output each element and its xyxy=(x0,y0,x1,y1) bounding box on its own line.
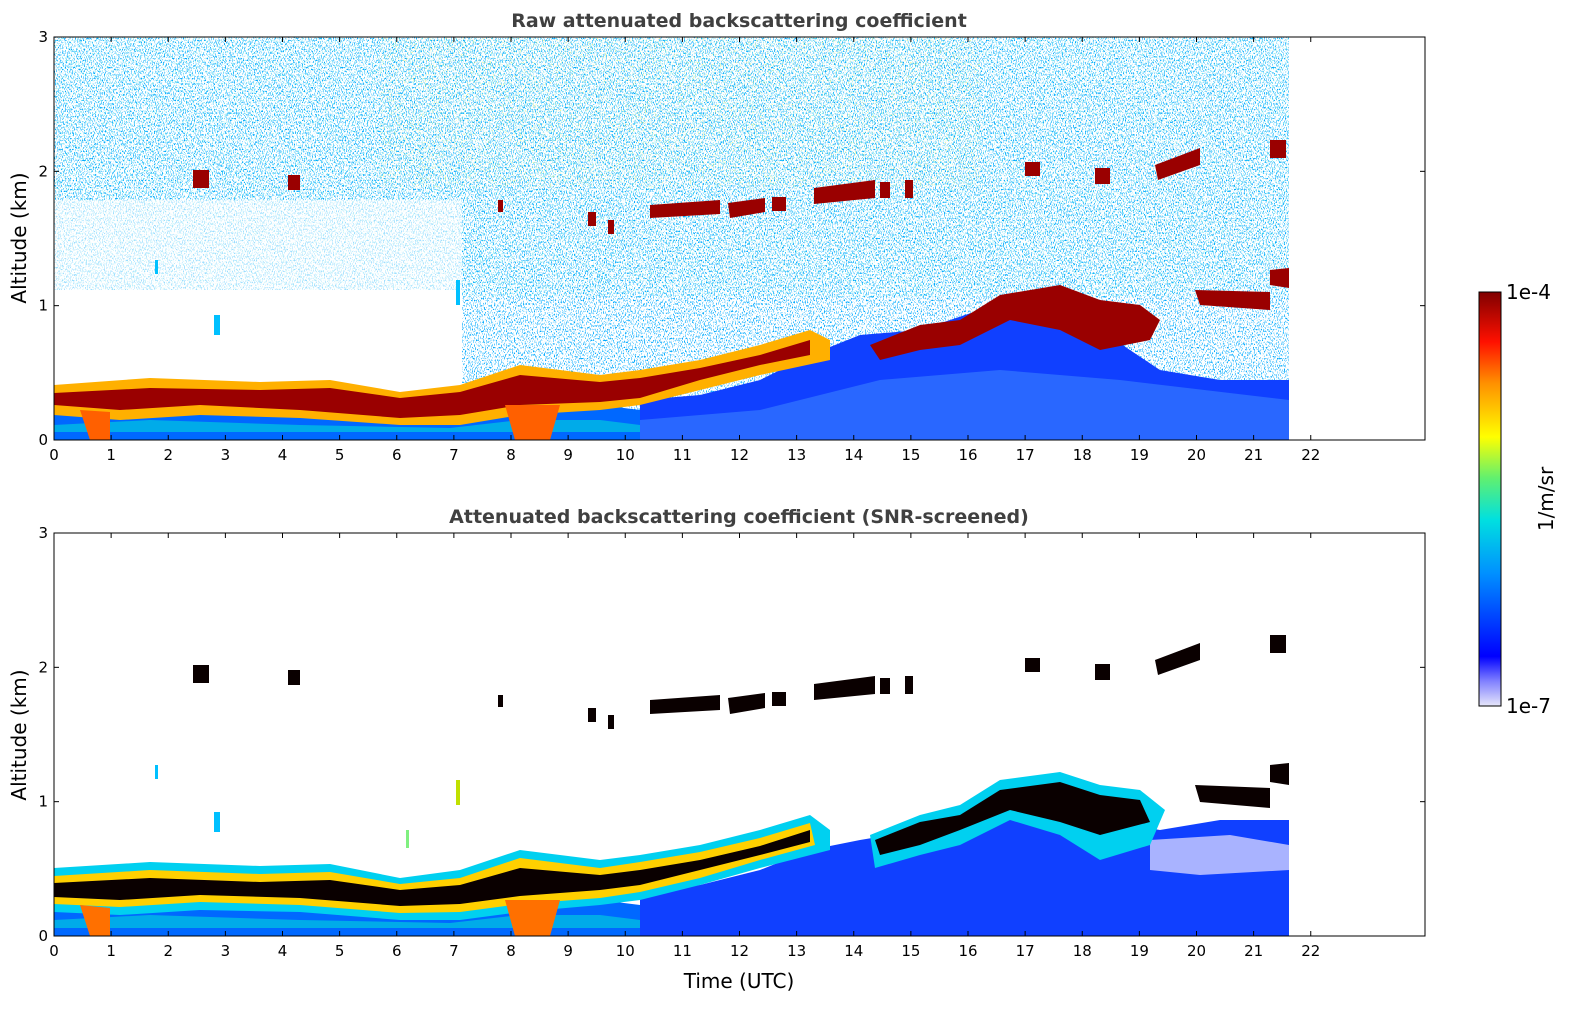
raw-x-tick-label: 13 xyxy=(787,446,806,464)
screened-x-tick-label: 18 xyxy=(1073,942,1092,960)
screened-y-tick-label: 1 xyxy=(38,793,48,811)
raw-y-tick-label: 1 xyxy=(38,297,48,315)
screened-panel-title: Attenuated backscattering coefficient (S… xyxy=(449,506,1029,528)
screened-panel: Attenuated backscattering coefficient (S… xyxy=(7,506,1426,993)
raw-x-tick-label: 9 xyxy=(563,446,573,464)
screened-x-tick-label: 13 xyxy=(787,942,806,960)
screened-y-axis-label: Altitude (km) xyxy=(7,669,31,800)
scr-afternoon-bl-core xyxy=(875,782,1150,855)
screened-y-tick-label: 3 xyxy=(38,524,48,542)
raw-bl-band-inner xyxy=(54,340,810,418)
raw-x-tick-label: 4 xyxy=(278,446,288,464)
raw-x-ticks: 0 1 2 3 4 5 6 7 8 9 10 11 12 13 14 15 16 17 18 19 20 21 22 xyxy=(49,37,1320,464)
raw-x-tick-label: 11 xyxy=(673,446,692,464)
raw-x-tick-label: 3 xyxy=(221,446,231,464)
screened-x-tick-label: 19 xyxy=(1130,942,1149,960)
raw-x-tick-label: 8 xyxy=(506,446,516,464)
raw-y-tick-label: 2 xyxy=(38,162,48,180)
screened-x-tick-label: 10 xyxy=(616,942,635,960)
scr-bl-core xyxy=(54,830,810,906)
scr-surface-cyan xyxy=(54,915,640,928)
raw-x-tick-label: 7 xyxy=(449,446,459,464)
screened-x-tick-label: 2 xyxy=(163,942,173,960)
raw-heatmap xyxy=(54,37,1289,440)
raw-surface-cyan xyxy=(54,420,640,432)
screened-x-tick-label: 15 xyxy=(901,942,920,960)
raw-x-tick-label: 0 xyxy=(49,446,59,464)
screened-x-tick-label: 8 xyxy=(506,942,516,960)
screened-x-tick-label: 16 xyxy=(958,942,977,960)
raw-specks xyxy=(155,260,460,335)
screened-x-tick-label: 4 xyxy=(278,942,288,960)
screened-heatmap xyxy=(54,635,1289,936)
raw-x-tick-label: 18 xyxy=(1073,446,1092,464)
colorbar-unit-label: 1/m/sr xyxy=(1534,466,1558,531)
screened-y-ticks: 0 1 2 3 xyxy=(38,524,1425,945)
screened-x-tick-label: 17 xyxy=(1016,942,1035,960)
x-axis-label: Time (UTC) xyxy=(683,969,795,993)
screened-x-tick-label: 22 xyxy=(1301,942,1320,960)
raw-afternoon-bl2 xyxy=(1195,268,1289,310)
scr-early-orange xyxy=(80,900,560,936)
screened-x-tick-label: 11 xyxy=(673,942,692,960)
screened-x-tick-label: 3 xyxy=(221,942,231,960)
raw-x-tick-label: 17 xyxy=(1016,446,1035,464)
colorbar-min-label: 1e-7 xyxy=(1506,694,1551,718)
screened-x-tick-label: 6 xyxy=(392,942,402,960)
screened-x-tick-label: 5 xyxy=(335,942,345,960)
raw-x-tick-label: 10 xyxy=(616,446,635,464)
raw-y-tick-label: 0 xyxy=(38,431,48,449)
screened-y-tick-label: 0 xyxy=(38,927,48,945)
scr-elevated-clouds xyxy=(193,635,1286,729)
screened-x-tick-label: 0 xyxy=(49,942,59,960)
raw-x-tick-label: 20 xyxy=(1187,446,1206,464)
raw-x-tick-label: 2 xyxy=(163,446,173,464)
screened-x-tick-label: 9 xyxy=(563,942,573,960)
colorbar-max-label: 1e-4 xyxy=(1506,280,1551,304)
colorbar-gradient xyxy=(1478,291,1502,707)
raw-early-orange xyxy=(80,405,560,440)
scr-afternoon-bl2 xyxy=(1195,763,1289,808)
raw-x-tick-label: 6 xyxy=(392,446,402,464)
raw-panel-title: Raw attenuated backscattering coefficien… xyxy=(511,10,967,32)
scr-white-patch xyxy=(1150,835,1289,875)
raw-x-tick-label: 1 xyxy=(106,446,116,464)
raw-y-tick-label: 3 xyxy=(38,28,48,46)
raw-x-tick-label: 15 xyxy=(901,446,920,464)
raw-x-tick-label: 22 xyxy=(1301,446,1320,464)
raw-daytime-blue-light xyxy=(640,370,1289,440)
screened-y-tick-label: 2 xyxy=(38,658,48,676)
raw-noise-field xyxy=(54,37,1289,440)
raw-afternoon-bl xyxy=(870,285,1160,360)
raw-x-tick-label: 19 xyxy=(1130,446,1149,464)
raw-y-ticks: 0 1 2 3 xyxy=(38,28,1425,449)
scr-specks xyxy=(155,765,460,848)
raw-x-tick-label: 21 xyxy=(1244,446,1263,464)
screened-x-tick-label: 1 xyxy=(106,942,116,960)
raw-x-tick-label: 14 xyxy=(844,446,863,464)
screened-x-tick-label: 21 xyxy=(1244,942,1263,960)
screened-x-tick-label: 12 xyxy=(730,942,749,960)
colorbar: 1e-4 1e-7 1/m/sr xyxy=(1478,280,1558,718)
raw-panel: Raw attenuated backscattering coefficien… xyxy=(7,10,1426,464)
screened-x-tick-label: 7 xyxy=(449,942,459,960)
screened-x-tick-label: 20 xyxy=(1187,942,1206,960)
raw-x-tick-label: 12 xyxy=(730,446,749,464)
raw-elevated-clouds xyxy=(193,140,1286,234)
screened-x-ticks: 0 1 2 3 4 5 6 7 8 9 10 11 12 13 14 15 16 17 18 19 20 21 22 xyxy=(49,533,1320,960)
raw-x-tick-label: 16 xyxy=(958,446,977,464)
screened-x-tick-label: 14 xyxy=(844,942,863,960)
raw-x-tick-label: 5 xyxy=(335,446,345,464)
raw-y-axis-label: Altitude (km) xyxy=(7,172,31,303)
